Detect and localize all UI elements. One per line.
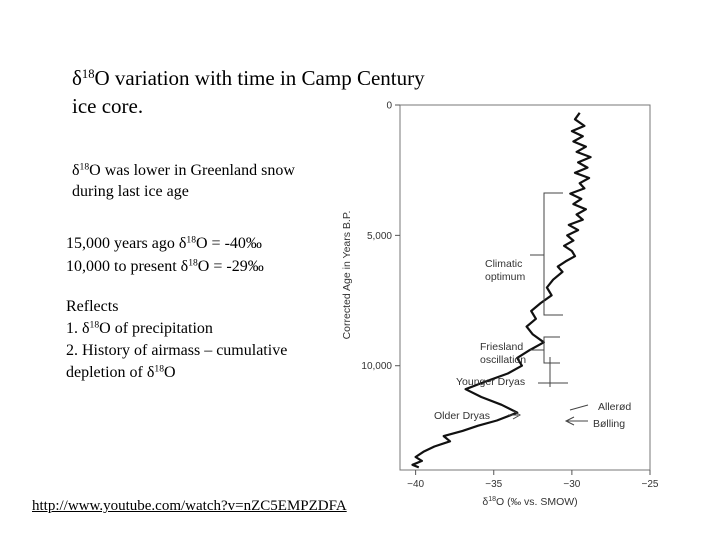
isotope-superscript: 18	[154, 363, 164, 375]
x-axis: −40 −35 −30 −25	[407, 470, 659, 490]
climatic-optimum-bracket	[530, 192, 563, 316]
y-axis-label: Corrected Age in Years B.P.	[341, 211, 353, 340]
isotope-superscript: 18	[188, 257, 198, 269]
slide-title: δ18O variation with time in Camp Century…	[72, 64, 425, 120]
x-tick-label: −35	[485, 479, 502, 490]
annotation-younger-dryas: Younger Dryas	[456, 376, 525, 388]
younger-dryas-arrow	[538, 357, 568, 387]
title-text: O variation with time in Camp Century	[94, 66, 425, 90]
delta-symbol: δ	[72, 66, 82, 90]
reflects-item2: 2. History of airmass – cumulative	[66, 342, 288, 359]
plot-frame	[399, 104, 651, 471]
annotation-climatic: Climatic	[485, 258, 522, 270]
camp-century-chart: 0 5,000 10,000 −40 −35 −30 −25 Corrected Age …	[341, 101, 659, 509]
reflects-item3: depletion of δ	[66, 364, 155, 381]
youtube-link[interactable]: http://www.youtube.com/watch?v=nZC5EMPZD…	[32, 498, 347, 514]
older-dryas-arrow	[508, 410, 522, 420]
x-tick-label: −40	[407, 479, 424, 490]
friesland-bracket	[530, 336, 560, 364]
isotope-superscript: 18	[81, 67, 95, 82]
reflects-item1: 1. δ	[66, 320, 90, 337]
value-line1: 15,000 years ago δ	[66, 235, 187, 252]
values-text: 15,000 years ago δ18O = -40‰ 10,000 to p…	[66, 232, 264, 278]
x-tick-label: −25	[642, 479, 659, 490]
value-line1-end: O = -40‰	[196, 235, 262, 252]
reflects-text: Reflects 1. δ18O of precipitation 2. His…	[66, 296, 287, 384]
intro-text: δ18O was lower in Greenland snow during …	[72, 160, 295, 202]
annotation-allerod: Allerød	[598, 401, 631, 413]
annotation-bolling: Bølling	[593, 418, 625, 430]
annotation-optimum: optimum	[485, 271, 526, 283]
isotope-superscript: 18	[186, 234, 196, 246]
x-axis-label: δ18O (‰ vs. SMOW)	[482, 496, 577, 508]
title-text-line2: ice core.	[72, 94, 144, 118]
intro-line1: O was lower in Greenland snow	[89, 162, 295, 179]
y-tick-label: 10,000	[361, 361, 392, 372]
allerod-bolling-arrows	[564, 404, 589, 426]
intro-line2: during last ice age	[72, 183, 189, 200]
reflects-item1-end: O of precipitation	[99, 320, 213, 337]
reflects-heading: Reflects	[66, 298, 119, 315]
isotope-superscript: 18	[79, 161, 90, 173]
annotation-oscillation: oscillation	[480, 354, 526, 366]
annotation-friesland: Friesland	[480, 341, 523, 353]
value-line2-end: O = -29‰	[197, 258, 264, 275]
reflects-item3-end: O	[164, 364, 176, 381]
y-axis: 0 5,000 10,000	[361, 101, 400, 372]
y-tick-label: 5,000	[367, 231, 392, 242]
y-tick-label: 0	[386, 101, 392, 112]
value-line2: 10,000 to present δ	[66, 258, 189, 275]
annotation-older-dryas: Older Dryas	[434, 410, 490, 422]
isotope-superscript: 18	[89, 319, 100, 331]
delta18o-series-line	[411, 112, 592, 469]
x-tick-label: −30	[563, 479, 580, 490]
delta-symbol: δ	[72, 162, 80, 179]
